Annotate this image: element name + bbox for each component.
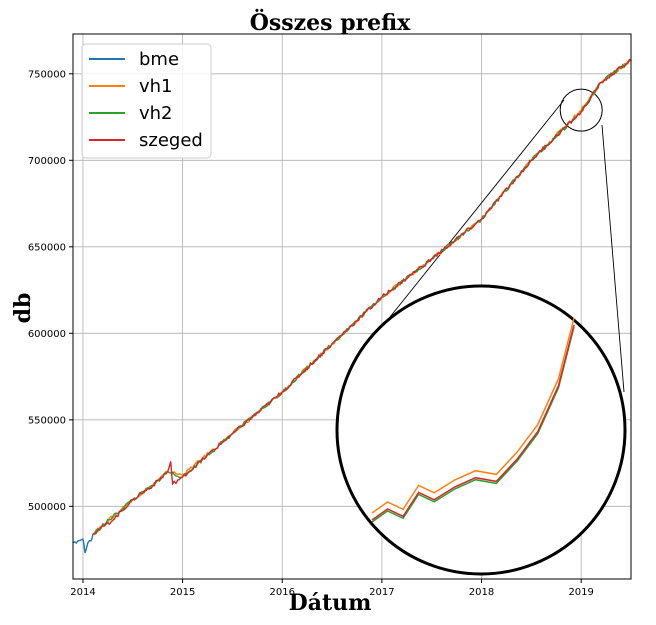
legend-label: vh2 [139,103,173,124]
zoom-series-line-vh2 [371,326,575,523]
chart-title: Összes prefix [250,8,411,36]
x-tick-label: 2018 [469,587,494,598]
plot-frame [72,33,632,580]
legend-label: vh1 [139,76,173,97]
zoom-connector-line [601,124,625,393]
x-tick-label: 2014 [70,587,95,598]
x-axis-label: Dátum [289,590,372,616]
zoom-series-line-szeged [371,324,575,521]
legend: bme vh1 vh2 szeged [81,43,212,159]
legend-box [81,43,212,159]
series-line-bme [72,533,94,554]
y-axis-label: db [10,293,36,324]
y-tick-label: 650000 [28,242,66,253]
zoom-source-circle [559,88,603,132]
zoom-series-line-vh1 [371,317,575,514]
series-line-szeged [92,59,631,535]
series-layer [72,58,632,554]
x-tick-label: 2015 [170,587,195,598]
y-tick-label: 700000 [28,156,66,167]
legend-label: bme [139,49,179,70]
ticks: 2014 2015 2016 2017 2018 2019 500000 550000 6000… [28,69,594,598]
y-tick-label: 550000 [28,415,66,426]
y-tick-label: 500000 [28,502,66,513]
zoom-connector-line [381,99,565,328]
x-tick-label: 2019 [568,587,593,598]
y-tick-label: 750000 [28,69,66,80]
y-tick-label: 600000 [28,329,66,340]
zoom-inset [335,88,627,576]
zoom-inset-circle [335,284,627,576]
legend-label: szeged [139,130,203,151]
x-tick-label: 2016 [270,587,295,598]
x-tick-label: 2017 [369,587,394,598]
